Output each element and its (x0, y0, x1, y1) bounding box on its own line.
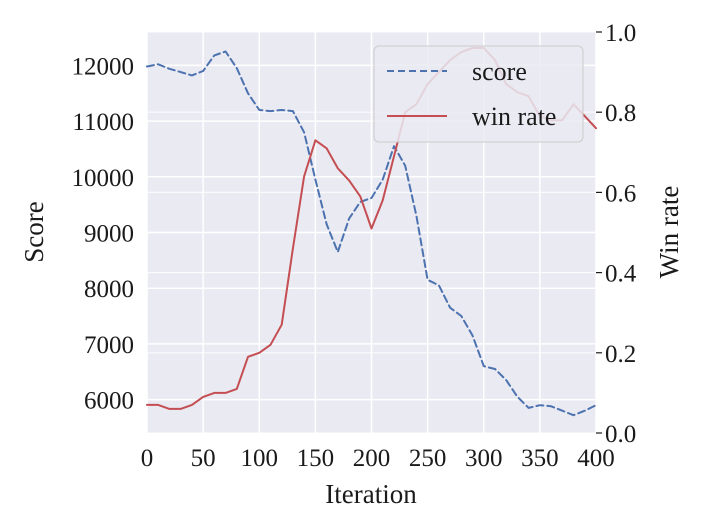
x-tick-label: 150 (297, 445, 335, 472)
y-left-tick-label: 7000 (84, 332, 134, 359)
y-right-tick-label: 0.6 (605, 180, 636, 207)
y-left-tick-label: 11000 (72, 109, 134, 136)
x-tick-label: 0 (141, 445, 154, 472)
y-left-tick-label: 9000 (84, 221, 134, 248)
y-right-tick-label: 0.8 (605, 100, 636, 127)
x-axis-label: Iteration (325, 479, 417, 509)
x-tick-label: 350 (521, 445, 559, 472)
y-left-tick-label: 12000 (72, 53, 135, 80)
x-tick-label: 250 (409, 445, 447, 472)
y-right-tick-label: 0.0 (605, 421, 636, 448)
x-tick-label: 400 (577, 445, 615, 472)
y-left-tick-label: 10000 (72, 165, 135, 192)
y-left-tick-label: 6000 (84, 388, 134, 415)
x-tick-label: 200 (353, 445, 391, 472)
legend-label-score: score (472, 57, 527, 86)
legend-label-win-rate: win rate (472, 102, 556, 131)
score-series-line (146, 50, 597, 417)
tick-labels: 0 50 100 150 200 250 300 350 400 6000 7000 8000 9000… (72, 20, 637, 472)
x-tick-label: 100 (241, 445, 279, 472)
y-right-tick-label: 0.2 (605, 341, 636, 368)
y-left-tick-label: 8000 (84, 276, 134, 303)
x-tick-label: 300 (465, 445, 503, 472)
x-tick-label: 50 (191, 445, 216, 472)
y-right-tick-label: 0.4 (605, 261, 637, 288)
legend: score win rate (373, 45, 584, 143)
y-right-tick-label: 1.0 (605, 20, 636, 47)
y-axis-label-right: Win rate (654, 186, 684, 279)
y-axis-label-left: Score (19, 201, 49, 262)
